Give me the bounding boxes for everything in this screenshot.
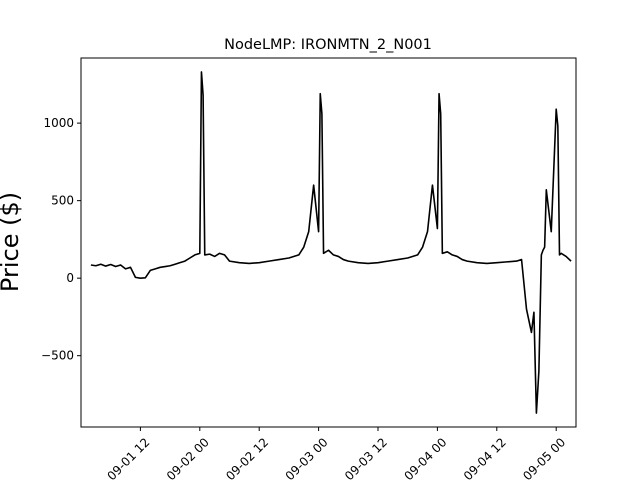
axes-frame <box>80 57 577 428</box>
y-tick-label: 0 <box>66 271 74 285</box>
y-axis-label: Price ($) <box>0 192 24 292</box>
chart-title: NodeLMP: IRONMTN_2_N001 <box>224 37 432 53</box>
y-axis: −500 0 500 1000 <box>41 116 81 363</box>
plot-area <box>90 71 572 414</box>
y-tick-label: 500 <box>51 194 74 208</box>
y-tick-label: 1000 <box>43 116 74 130</box>
y-tick-label: −500 <box>41 349 74 363</box>
series-line-0 <box>90 71 572 414</box>
